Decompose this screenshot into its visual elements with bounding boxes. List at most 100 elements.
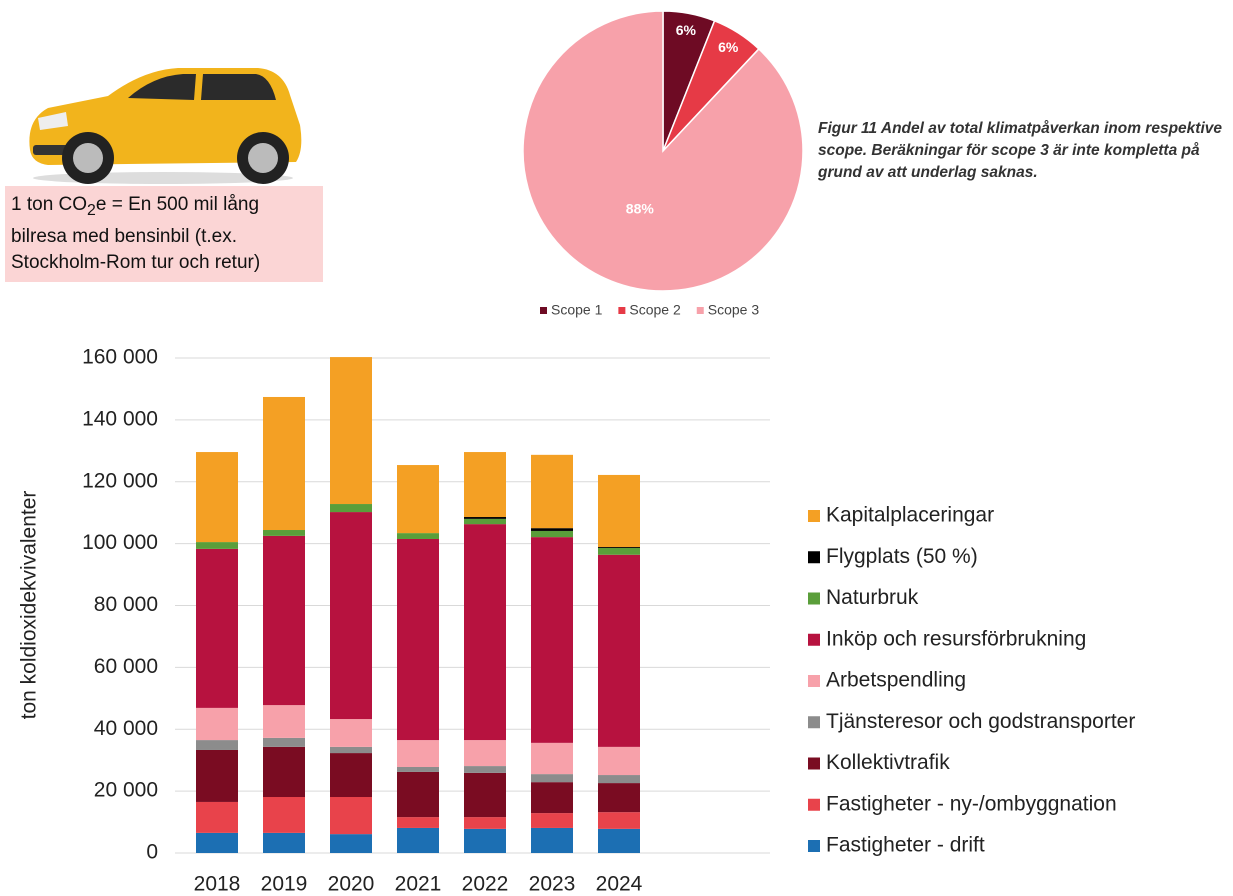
legend-swatch [808, 551, 820, 563]
bar-segment [397, 828, 439, 853]
legend-swatch [808, 593, 820, 605]
legend-label: Naturbruk [826, 586, 919, 609]
bar-segment [263, 833, 305, 853]
bar-segment [397, 817, 439, 828]
bar-segment [397, 772, 439, 817]
bar-segment [330, 504, 372, 512]
legend-swatch [697, 307, 704, 314]
bar-segment [196, 833, 238, 853]
bar-segment [263, 738, 305, 747]
bar-segment [464, 766, 506, 773]
bar-segment [531, 537, 573, 743]
bar-segment [598, 475, 640, 547]
bar-segment [263, 705, 305, 738]
legend-label: Kapitalplaceringar [826, 504, 994, 527]
bar-segment [263, 397, 305, 530]
bar-segment [531, 455, 573, 528]
bar-segment [330, 753, 372, 797]
bar-segment [196, 542, 238, 549]
x-tick-label: 2024 [596, 873, 643, 896]
bar-segment [464, 829, 506, 853]
bar-segment [263, 747, 305, 797]
legend-swatch [540, 307, 547, 314]
bar-segment [598, 783, 640, 812]
legend-swatch [618, 307, 625, 314]
bar-segment [196, 708, 238, 740]
x-tick-label: 2021 [395, 873, 442, 896]
y-tick-label: 0 [146, 841, 158, 864]
box-subscript: 2 [87, 202, 96, 219]
y-tick-label: 100 000 [82, 531, 158, 554]
bar-segment [531, 528, 573, 531]
bar-segment [263, 530, 305, 536]
x-tick-label: 2018 [194, 873, 241, 896]
page: 1 ton CO2e = En 500 mil lång bilresa med… [0, 0, 1233, 896]
legend-label: Scope 1 [551, 302, 603, 318]
legend-label: Fastigheter - drift [826, 834, 985, 857]
bar-segment [531, 782, 573, 813]
bar-segment [397, 539, 439, 740]
bar-segment [531, 774, 573, 782]
y-tick-label: 40 000 [94, 717, 158, 740]
y-tick-label: 20 000 [94, 779, 158, 802]
bar-segment [598, 555, 640, 747]
bar-segment [397, 767, 439, 772]
bar-segment [397, 533, 439, 539]
bar-segment [531, 813, 573, 828]
bar-segment [397, 465, 439, 533]
bar-segment [598, 775, 640, 783]
bar-segment [464, 452, 506, 517]
y-tick-label: 80 000 [94, 593, 158, 616]
bar-segment [330, 512, 372, 719]
bar-segment [598, 547, 640, 548]
legend-swatch [808, 634, 820, 646]
legend-label: Scope 3 [708, 302, 760, 318]
y-tick-label: 120 000 [82, 469, 158, 492]
y-axis-title: ton koldioxidekvivalenter [18, 491, 41, 720]
bar-segment [464, 524, 506, 740]
bar-segment [330, 719, 372, 747]
bar-segment [464, 517, 506, 519]
figure-caption: Figur 11 Andel av total klimatpåverkan i… [818, 118, 1230, 184]
bar-segment [263, 797, 305, 833]
bar-segment [330, 834, 372, 853]
legend-label: Kollektivtrafik [826, 751, 950, 774]
bar-segment [196, 750, 238, 802]
x-tick-label: 2022 [462, 873, 509, 896]
x-tick-label: 2023 [529, 873, 576, 896]
car-comparison-box: 1 ton CO2e = En 500 mil lång bilresa med… [5, 186, 323, 282]
pie-value-label: 88% [626, 200, 655, 216]
y-tick-label: 160 000 [82, 346, 158, 369]
bar-segment [598, 548, 640, 555]
bar-segment [464, 773, 506, 817]
bar-segment [598, 812, 640, 829]
legend-label: Inköp och resursförbrukning [826, 627, 1086, 650]
x-tick-label: 2019 [261, 873, 308, 896]
bar-segment [598, 747, 640, 775]
legend-swatch [808, 675, 820, 687]
y-tick-label: 60 000 [94, 655, 158, 678]
car-illustration [18, 0, 318, 185]
legend-swatch [808, 840, 820, 852]
bar-segment [263, 536, 305, 705]
bar-segment [196, 740, 238, 750]
legend-swatch [808, 799, 820, 811]
bar-segment [196, 549, 238, 708]
bar-segment [330, 357, 372, 504]
bar-segment [397, 740, 439, 767]
bar-segment [598, 829, 640, 853]
pie-slice [663, 21, 759, 151]
bar-segment [330, 797, 372, 834]
pie-value-label: 6% [718, 39, 739, 55]
pie-slice [663, 11, 715, 151]
bar-segment [196, 802, 238, 833]
legend-label: Arbetspendling [826, 669, 966, 692]
legend-swatch [808, 716, 820, 728]
bar-segment [196, 452, 238, 542]
legend-label: Tjänsteresor och godstransporter [826, 710, 1135, 733]
bar-segment [464, 519, 506, 524]
bar-segment [464, 817, 506, 829]
x-tick-label: 2020 [328, 873, 375, 896]
y-tick-label: 140 000 [82, 407, 158, 430]
legend-label: Flygplats (50 %) [826, 545, 978, 568]
